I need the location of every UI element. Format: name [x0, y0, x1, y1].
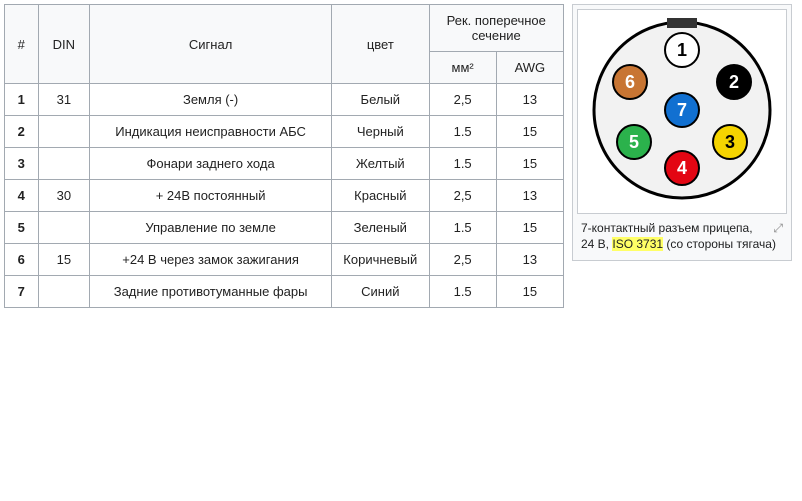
table-cell: 3: [5, 148, 39, 180]
caption-suffix: (со стороны тягача): [663, 237, 776, 251]
header-signal: Сигнал: [90, 5, 332, 84]
table-cell: 1.5: [429, 148, 496, 180]
table-cell: 1: [5, 84, 39, 116]
table-cell: 15: [38, 244, 90, 276]
header-cross-section: Рек. поперечное сечение: [429, 5, 563, 52]
table-row: 7 Задние противотуманные фарыСиний1.515: [5, 276, 564, 308]
connector-caption: ⤢ 7-контактный разъем прицепа, 24 В, ISO…: [577, 214, 787, 256]
table-cell: + 24В постоянный: [90, 180, 332, 212]
connector-diagram: 1 2 3 4 5 6 7: [577, 9, 787, 214]
table-row: 430+ 24В постоянныйКрасный2,513: [5, 180, 564, 212]
table-cell: 2,5: [429, 180, 496, 212]
svg-text:3: 3: [725, 132, 735, 152]
table-cell: [38, 116, 90, 148]
table-cell: [38, 212, 90, 244]
header-awg: AWG: [496, 52, 563, 84]
table-cell: 4: [5, 180, 39, 212]
table-cell: Белый: [332, 84, 429, 116]
table-cell: 13: [496, 244, 563, 276]
pinout-table: # DIN Сигнал цвет Рек. поперечное сечени…: [4, 4, 564, 308]
table-row: 2 Индикация неисправности АБСЧерный1.515: [5, 116, 564, 148]
table-cell: 15: [496, 276, 563, 308]
table-cell: 15: [496, 212, 563, 244]
svg-text:2: 2: [729, 72, 739, 92]
table-cell: 5: [5, 212, 39, 244]
enlarge-icon[interactable]: ⤢: [773, 220, 783, 236]
table-cell: [38, 148, 90, 180]
table-cell: 30: [38, 180, 90, 212]
header-din: DIN: [38, 5, 90, 84]
header-mm2: мм²: [429, 52, 496, 84]
table-row: 3 Фонари заднего ходаЖелтый1.515: [5, 148, 564, 180]
table-cell: +24 В через замок зажигания: [90, 244, 332, 276]
svg-text:6: 6: [625, 72, 635, 92]
table-cell: 15: [496, 148, 563, 180]
table-cell: 2: [5, 116, 39, 148]
table-cell: Индикация неисправности АБС: [90, 116, 332, 148]
table-cell: 1.5: [429, 276, 496, 308]
svg-text:1: 1: [677, 40, 687, 60]
table-cell: Зеленый: [332, 212, 429, 244]
header-color: цвет: [332, 5, 429, 84]
table-cell: 13: [496, 84, 563, 116]
table-cell: 31: [38, 84, 90, 116]
table-cell: 2,5: [429, 244, 496, 276]
pinout-tbody: 131Земля (-)Белый2,5132Индикация неиспра…: [5, 84, 564, 308]
table-cell: Управление по земле: [90, 212, 332, 244]
table-cell: Синий: [332, 276, 429, 308]
table-cell: 2,5: [429, 84, 496, 116]
table-cell: 15: [496, 116, 563, 148]
header-number: #: [5, 5, 39, 84]
table-cell: 7: [5, 276, 39, 308]
table-cell: 1.5: [429, 116, 496, 148]
table-cell: Земля (-): [90, 84, 332, 116]
table-cell: Красный: [332, 180, 429, 212]
connector-figure: 1 2 3 4 5 6 7 ⤢ 7-контактный разъем прицепа, 2…: [572, 4, 792, 261]
table-cell: [38, 276, 90, 308]
table-cell: Задние противотуманные фары: [90, 276, 332, 308]
table-row: 131Земля (-)Белый2,513: [5, 84, 564, 116]
table-cell: Черный: [332, 116, 429, 148]
table-cell: Коричневый: [332, 244, 429, 276]
table-row: 5 Управление по землеЗеленый1.515: [5, 212, 564, 244]
table-row: 615+24 В через замок зажиганияКоричневый…: [5, 244, 564, 276]
table-cell: Желтый: [332, 148, 429, 180]
table-cell: 13: [496, 180, 563, 212]
table-cell: Фонари заднего хода: [90, 148, 332, 180]
caption-highlight: ISO 3731: [612, 237, 663, 251]
table-cell: 6: [5, 244, 39, 276]
table-cell: 1.5: [429, 212, 496, 244]
svg-text:4: 4: [677, 158, 687, 178]
svg-text:5: 5: [629, 132, 639, 152]
svg-text:7: 7: [677, 100, 687, 120]
